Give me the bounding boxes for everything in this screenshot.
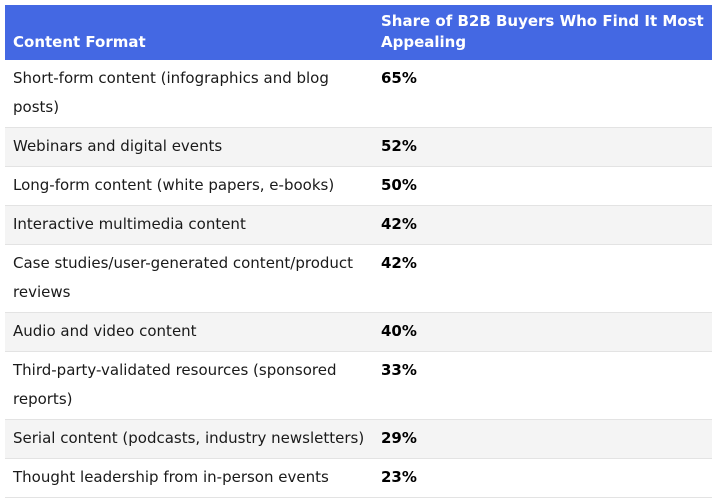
table-row: Audio and video content 40% xyxy=(5,312,712,352)
format-cell: Third-party-validated resources (sponsor… xyxy=(5,351,373,420)
header-cell: Content Format xyxy=(5,5,373,60)
format-cell: Webinars and digital events xyxy=(5,127,373,167)
share-cell: 29% xyxy=(373,419,712,459)
share-cell: 42% xyxy=(373,244,712,313)
table-row: Serial content (podcasts, industry newsl… xyxy=(5,419,712,459)
share-cell: 40% xyxy=(373,312,712,352)
table-row: Short-form content (infographics and blo… xyxy=(5,60,712,128)
format-cell: Interactive multimedia content xyxy=(5,205,373,245)
share-cell: 65% xyxy=(373,60,712,128)
share-cell: 50% xyxy=(373,166,712,206)
format-cell: Long-form content (white papers, e-books… xyxy=(5,166,373,206)
header-cell: Share of B2B Buyers Who Find It Most App… xyxy=(373,5,712,60)
share-cell: 52% xyxy=(373,127,712,167)
format-cell: Case studies/user-generated content/prod… xyxy=(5,244,373,313)
header-row: Content Format Share of B2B Buyers Who F… xyxy=(5,5,712,60)
table-row: Third-party-validated resources (sponsor… xyxy=(5,351,712,420)
format-cell: Short-form content (infographics and blo… xyxy=(5,60,373,128)
share-cell: 23% xyxy=(373,458,712,498)
table-row: Webinars and digital events 52% xyxy=(5,127,712,167)
table-body: Short-form content (infographics and blo… xyxy=(5,60,712,498)
table-row: Thought leadership from in-person events… xyxy=(5,458,712,498)
format-cell: Serial content (podcasts, industry newsl… xyxy=(5,419,373,459)
table-row: Interactive multimedia content 42% xyxy=(5,205,712,245)
share-cell: 33% xyxy=(373,351,712,420)
table-row: Long-form content (white papers, e-books… xyxy=(5,166,712,206)
format-cell: Thought leadership from in-person events xyxy=(5,458,373,498)
format-cell: Audio and video content xyxy=(5,312,373,352)
table-row: Case studies/user-generated content/prod… xyxy=(5,244,712,313)
share-cell: 42% xyxy=(373,205,712,245)
data-table: Content Format Share of B2B Buyers Who F… xyxy=(5,5,712,498)
